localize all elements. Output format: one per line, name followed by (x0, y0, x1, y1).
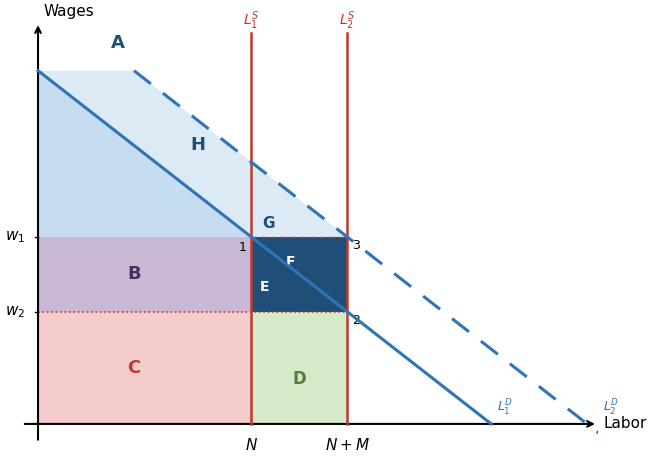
Text: 2: 2 (352, 314, 361, 327)
Text: B: B (127, 265, 141, 284)
Text: 3: 3 (352, 239, 361, 252)
Polygon shape (252, 237, 347, 312)
Polygon shape (38, 71, 252, 237)
Text: Wages: Wages (44, 4, 94, 19)
Text: G: G (262, 216, 274, 231)
Text: $L_1^D$: $L_1^D$ (497, 398, 513, 418)
Text: $w_2$: $w_2$ (5, 304, 25, 320)
Text: $L_1^S$: $L_1^S$ (243, 9, 259, 32)
Polygon shape (38, 237, 252, 312)
Polygon shape (38, 312, 252, 424)
Text: D: D (292, 370, 306, 388)
Text: F: F (286, 255, 295, 269)
Polygon shape (252, 312, 347, 424)
Text: $N$: $N$ (245, 437, 258, 453)
Text: $N + M$: $N + M$ (325, 437, 370, 453)
Text: Labor: Labor (603, 416, 647, 431)
Text: $w_1$: $w_1$ (5, 229, 25, 245)
Text: $L_2^S$: $L_2^S$ (339, 9, 356, 32)
Text: $L_2^D$: $L_2^D$ (603, 398, 619, 418)
Text: E: E (259, 280, 268, 294)
Text: 1: 1 (239, 240, 247, 254)
Polygon shape (38, 71, 347, 237)
Text: H: H (190, 136, 205, 154)
Text: A: A (111, 33, 125, 52)
Text: C: C (127, 359, 140, 377)
